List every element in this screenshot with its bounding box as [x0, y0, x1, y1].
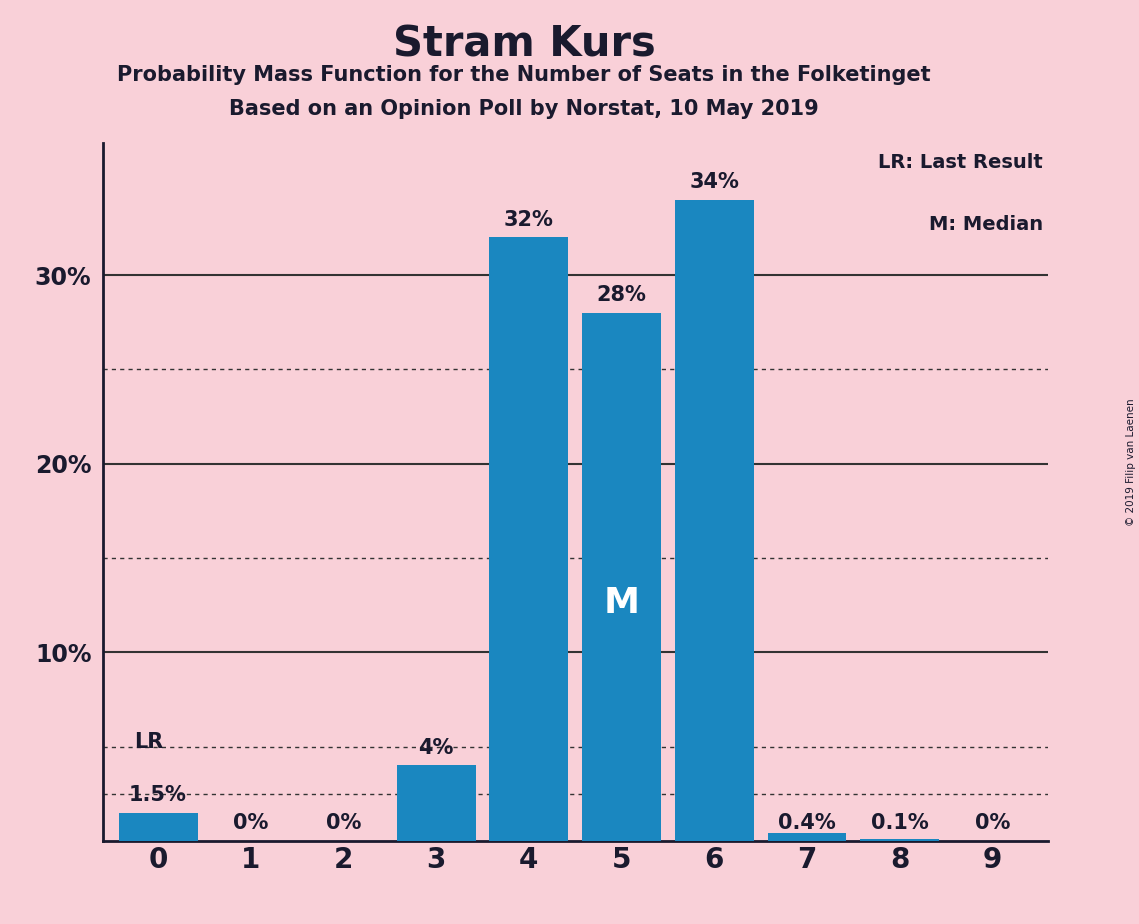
Text: 0%: 0%: [326, 813, 361, 833]
Text: LR: LR: [134, 732, 164, 752]
Text: 34%: 34%: [689, 172, 739, 192]
Text: LR: Last Result: LR: Last Result: [878, 152, 1043, 172]
Text: M: M: [604, 586, 639, 620]
Bar: [396, 765, 476, 841]
Text: Stram Kurs: Stram Kurs: [393, 23, 655, 65]
Text: 1.5%: 1.5%: [129, 785, 187, 805]
Text: 28%: 28%: [597, 286, 647, 305]
Text: 32%: 32%: [503, 210, 554, 230]
Text: 0%: 0%: [975, 813, 1010, 833]
Text: 4%: 4%: [418, 738, 453, 758]
Text: 0%: 0%: [233, 813, 269, 833]
Bar: [118, 812, 197, 841]
Bar: [860, 839, 939, 841]
Text: Probability Mass Function for the Number of Seats in the Folketinget: Probability Mass Function for the Number…: [117, 65, 931, 85]
Text: 0.1%: 0.1%: [870, 813, 928, 833]
Text: M: Median: M: Median: [929, 215, 1043, 234]
Bar: [674, 200, 754, 841]
Text: © 2019 Filip van Laenen: © 2019 Filip van Laenen: [1126, 398, 1136, 526]
Bar: [490, 237, 568, 841]
Text: 0.4%: 0.4%: [778, 813, 836, 833]
Bar: [582, 313, 661, 841]
Bar: [768, 833, 846, 841]
Text: Based on an Opinion Poll by Norstat, 10 May 2019: Based on an Opinion Poll by Norstat, 10 …: [229, 99, 819, 119]
